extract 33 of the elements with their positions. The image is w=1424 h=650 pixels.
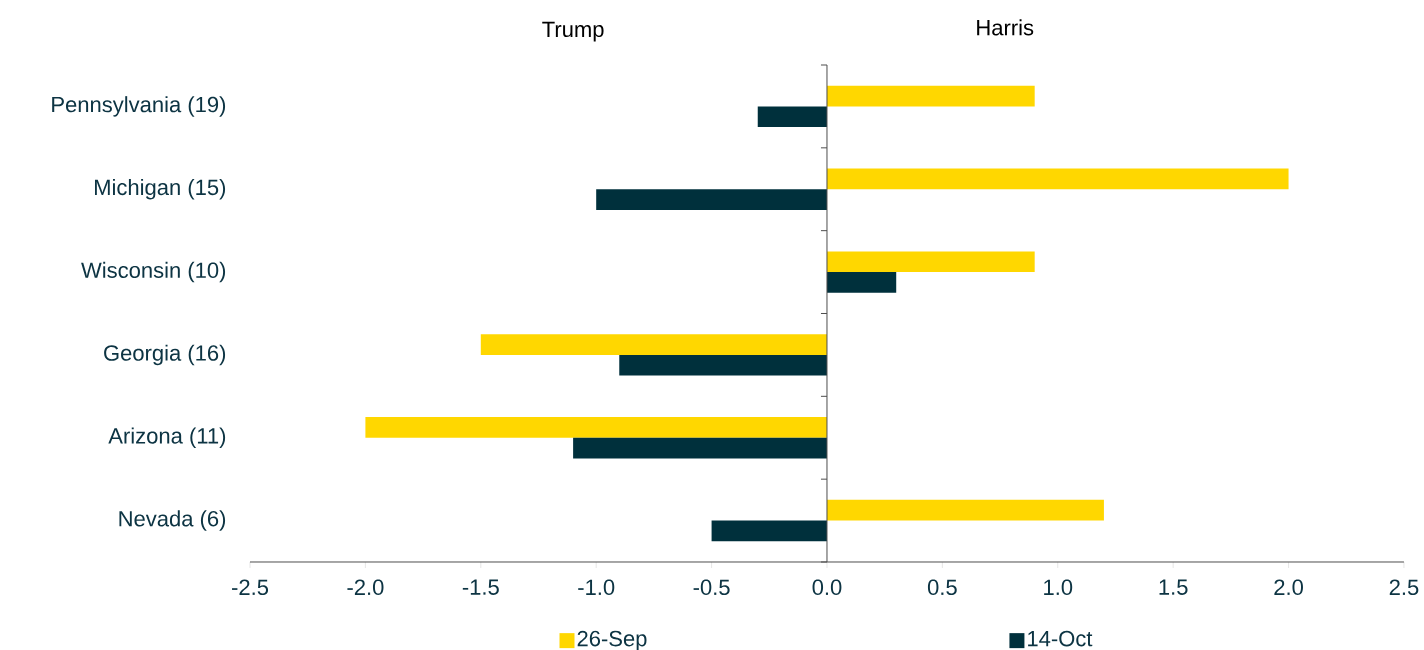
y-tick-label: Wisconsin (10) bbox=[81, 261, 226, 283]
x-tick-label: -1.5 bbox=[462, 579, 499, 595]
x-tick-label: -0.5 bbox=[693, 579, 730, 596]
bar bbox=[711, 520, 827, 542]
x-tick-label: 2.0 bbox=[1274, 579, 1303, 596]
y-tick-label: Michigan (15) bbox=[95, 178, 226, 200]
bar bbox=[596, 189, 827, 210]
x-tick-label: 1.0 bbox=[1044, 579, 1073, 596]
x-tick-label: 0.5 bbox=[927, 579, 957, 596]
x-tick-label: 2.5 bbox=[1389, 579, 1419, 596]
x-tick-label: -2.5 bbox=[232, 579, 269, 596]
legend-label: 14-Oct bbox=[1028, 630, 1093, 647]
bar bbox=[573, 437, 827, 459]
x-tick-label: -1.0 bbox=[578, 579, 615, 596]
y-tick-label: Arizona (11) bbox=[108, 427, 226, 448]
bar bbox=[365, 417, 827, 438]
bar bbox=[619, 354, 827, 376]
y-tick-label: Georgia (16) bbox=[104, 344, 226, 366]
bar bbox=[826, 499, 1104, 521]
bar bbox=[826, 251, 1035, 273]
bar bbox=[826, 168, 1289, 190]
y-tick-label: Pennsylvania (19) bbox=[52, 96, 226, 117]
x-tick-label: 1.5 bbox=[1159, 579, 1188, 595]
legend-label: 26-Sep bbox=[577, 630, 647, 650]
bar bbox=[826, 85, 1035, 107]
text: Harris bbox=[977, 19, 1034, 36]
bar bbox=[480, 334, 827, 355]
text: Trump bbox=[542, 21, 604, 42]
x-tick-label: -2.0 bbox=[347, 579, 384, 596]
bar bbox=[757, 106, 827, 128]
x-tick-label: 0.0 bbox=[812, 579, 842, 596]
bar bbox=[826, 272, 897, 293]
y-tick-label: Nevada (6) bbox=[119, 510, 226, 531]
